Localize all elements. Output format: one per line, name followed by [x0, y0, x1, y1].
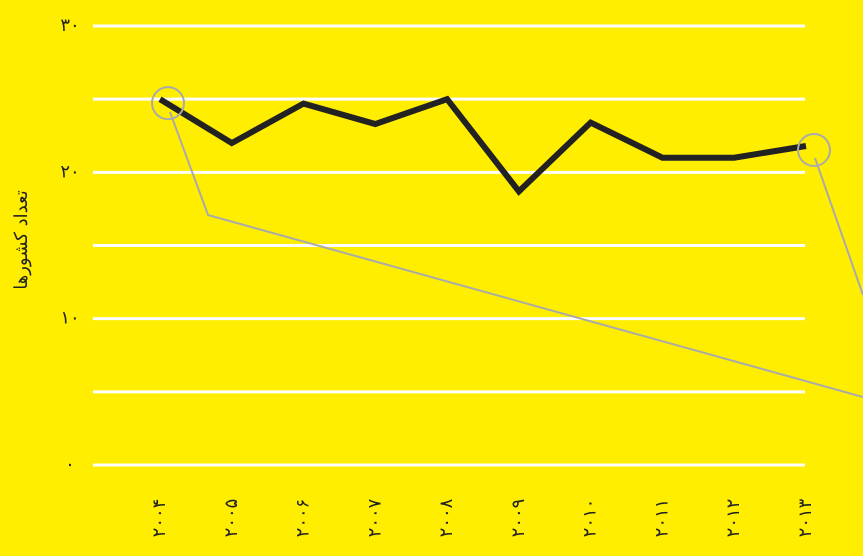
x-tick-label: ۲۰۰۹: [508, 499, 529, 538]
annotations: [169, 111, 863, 398]
y-axis-label: تعداد کشورها: [11, 190, 32, 289]
y-tick-label: ۰: [65, 454, 75, 475]
grid: [93, 24, 805, 467]
y-tick-label: ۳۰: [60, 15, 79, 36]
data-line: [158, 95, 807, 196]
x-tick-label: ۲۰۰۴: [149, 499, 170, 538]
x-tick-label: ۲۰۰۸: [436, 498, 457, 537]
y-tick-label: ۱۰: [60, 308, 79, 329]
highlight-circle: [151, 86, 185, 121]
x-tick-label: ۲۰۰۷: [364, 498, 385, 537]
y-tick-label: ۲۰: [60, 161, 79, 182]
x-tick-label: ۲۰۱۲: [723, 499, 744, 538]
leader-line: [814, 157, 863, 296]
leader-line: [169, 111, 863, 398]
x-tick-label: ۲۰۰۵: [221, 499, 242, 538]
x-tick-label: ۲۰۱۰: [580, 499, 601, 538]
x-tick-label: ۲۰۱۳: [795, 498, 816, 537]
x-tick-label: ۲۰۰۶: [293, 499, 314, 538]
highlight-circle: [797, 132, 831, 167]
x-tick-label: ۲۰۱۱: [651, 499, 672, 538]
